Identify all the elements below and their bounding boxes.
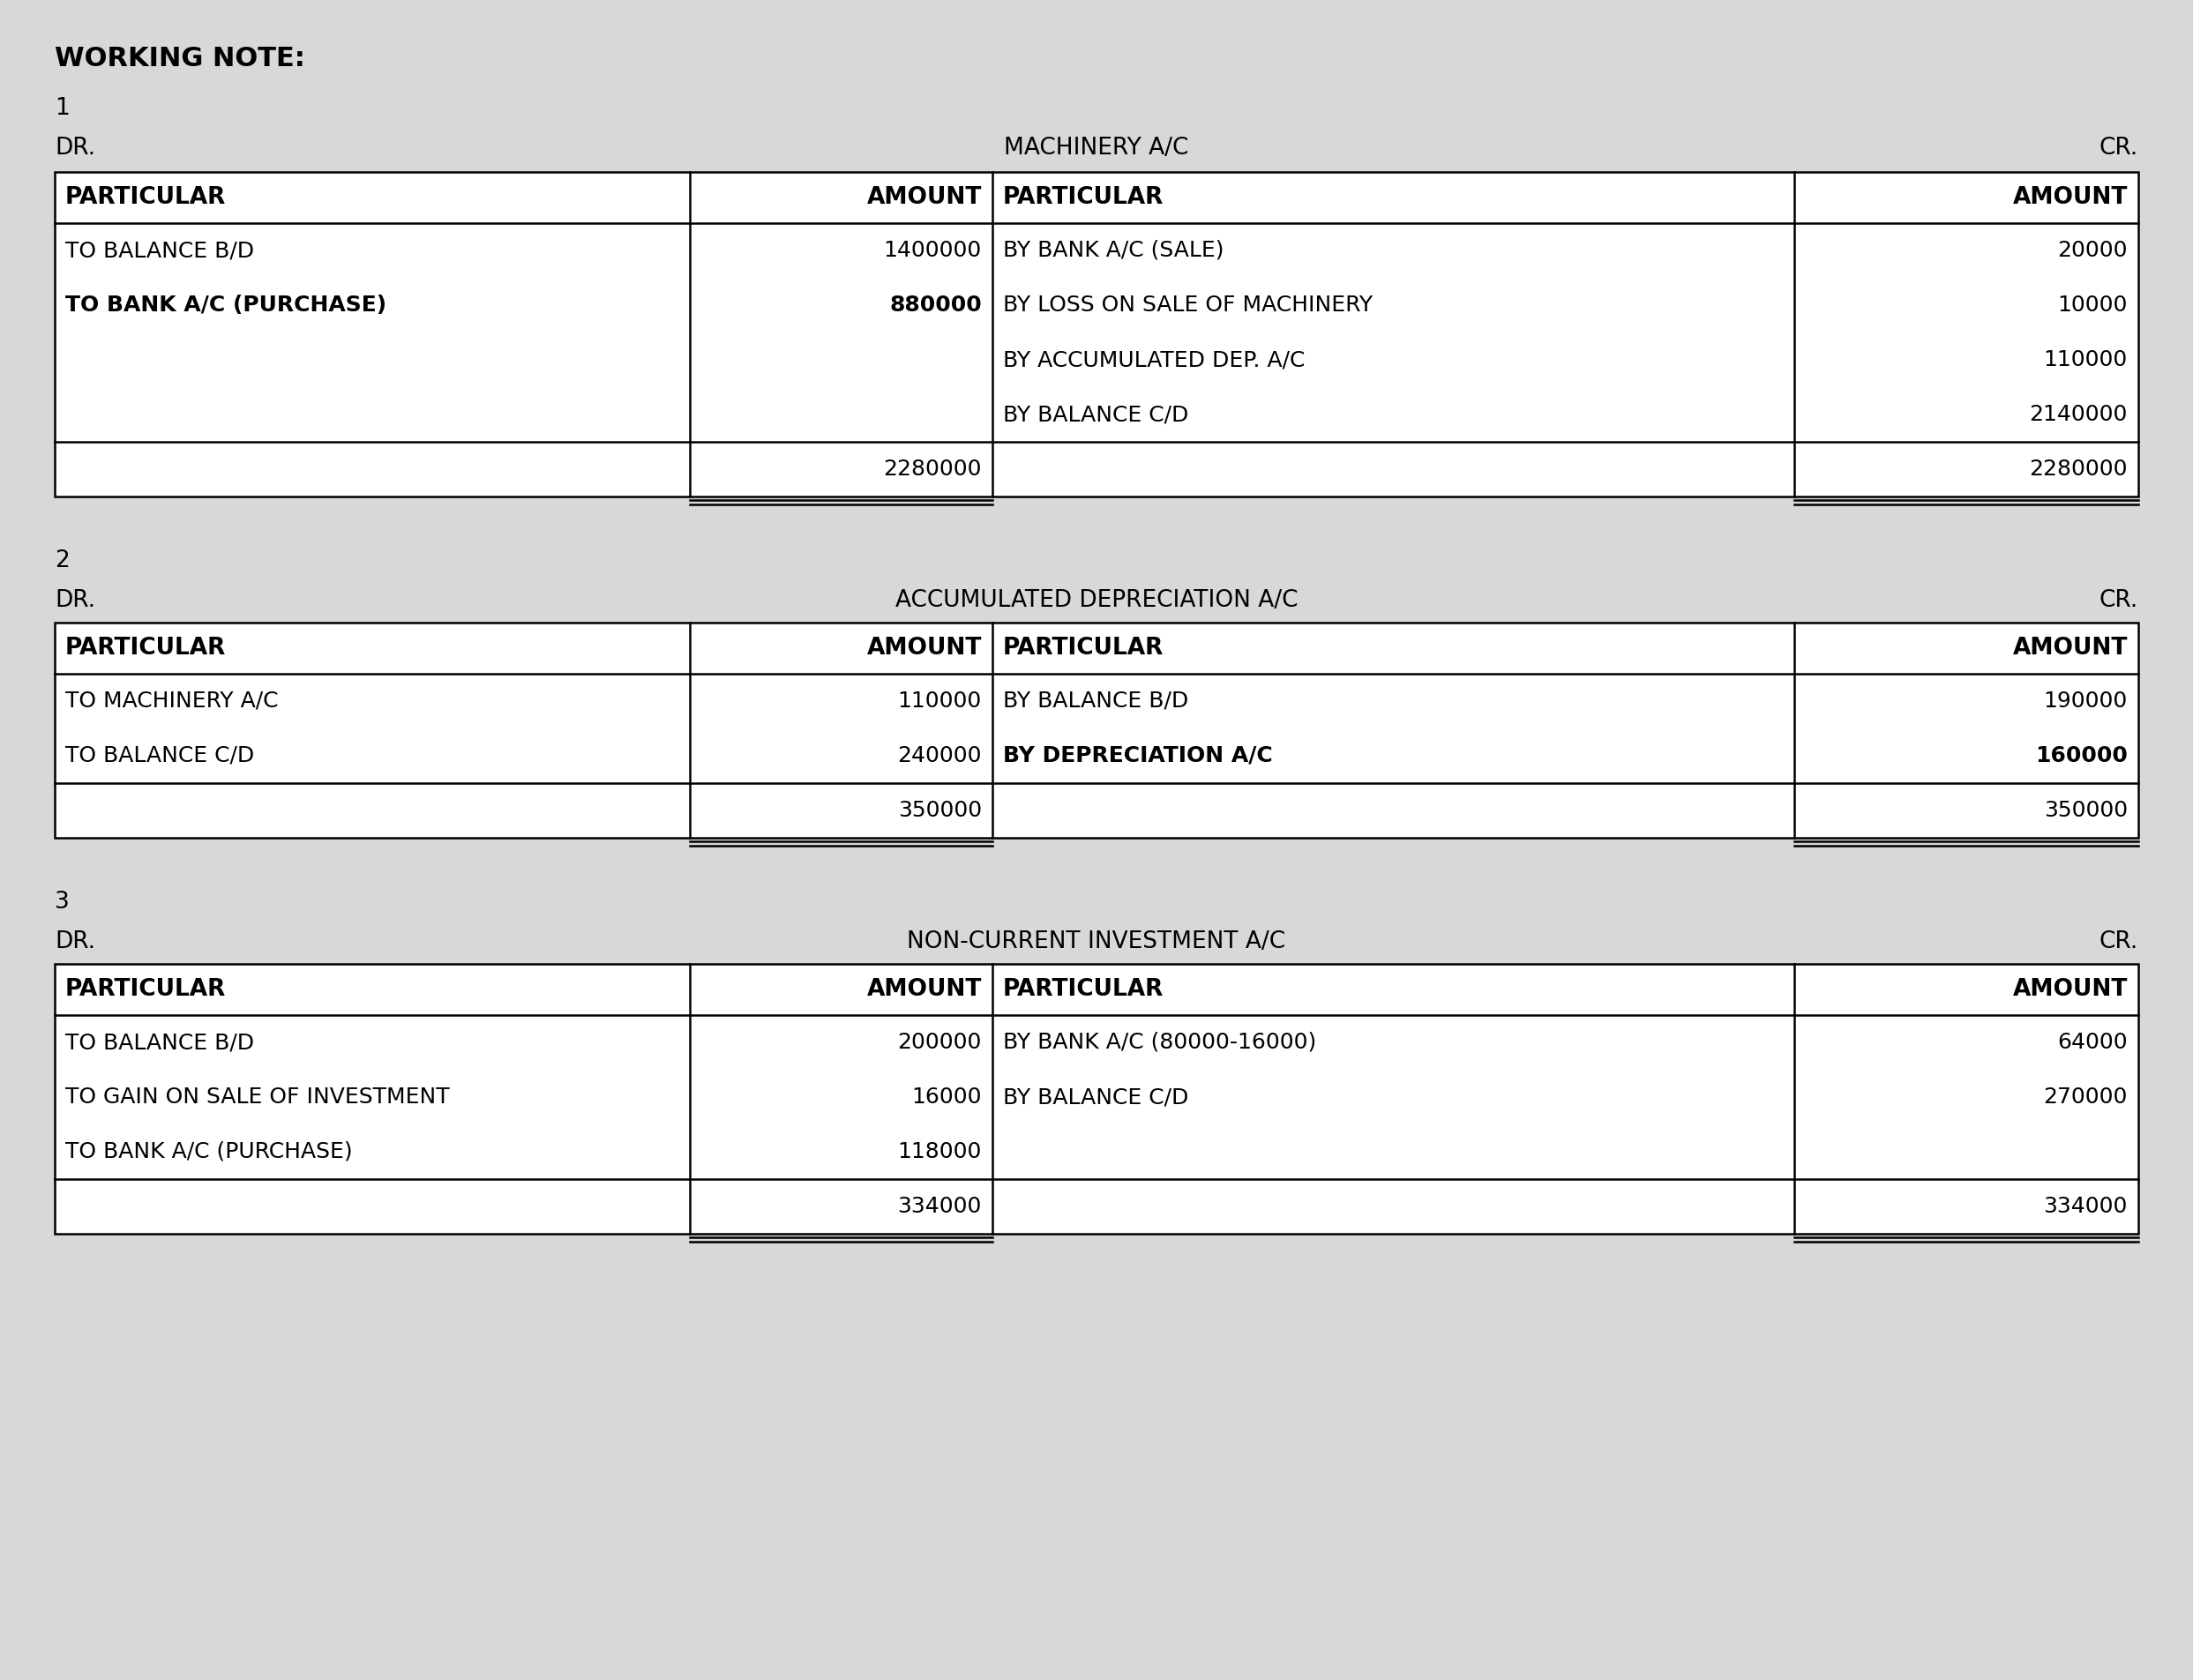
Text: PARTICULAR: PARTICULAR <box>1002 186 1164 208</box>
Text: DR.: DR. <box>55 931 94 953</box>
Bar <box>55 964 2138 1233</box>
Text: TO GAIN ON SALE OF INVESTMENT: TO GAIN ON SALE OF INVESTMENT <box>66 1087 450 1107</box>
Text: TO BALANCE B/D: TO BALANCE B/D <box>66 240 254 260</box>
Bar <box>55 623 2138 838</box>
Text: 880000: 880000 <box>890 294 982 316</box>
Text: BY BANK A/C (SALE): BY BANK A/C (SALE) <box>1002 240 1224 260</box>
Text: 16000: 16000 <box>912 1087 982 1107</box>
Text: 3: 3 <box>55 890 70 914</box>
Text: NON-CURRENT INVESTMENT A/C: NON-CURRENT INVESTMENT A/C <box>908 931 1285 953</box>
Text: 118000: 118000 <box>897 1141 982 1163</box>
Text: ACCUMULATED DEPRECIATION A/C: ACCUMULATED DEPRECIATION A/C <box>895 590 1298 612</box>
Text: PARTICULAR: PARTICULAR <box>1002 637 1164 660</box>
Text: AMOUNT: AMOUNT <box>866 978 982 1001</box>
Text: 160000: 160000 <box>2035 746 2127 766</box>
Text: 110000: 110000 <box>2044 349 2127 370</box>
Text: TO MACHINERY A/C: TO MACHINERY A/C <box>66 690 279 712</box>
Text: MACHINERY A/C: MACHINERY A/C <box>1004 136 1189 160</box>
Text: TO BANK A/C (PURCHASE): TO BANK A/C (PURCHASE) <box>66 1141 353 1163</box>
Bar <box>55 623 2138 838</box>
Text: BY BALANCE C/D: BY BALANCE C/D <box>1002 403 1189 425</box>
Text: BY BALANCE B/D: BY BALANCE B/D <box>1002 690 1189 712</box>
Text: TO BALANCE B/D: TO BALANCE B/D <box>66 1032 254 1053</box>
Text: 334000: 334000 <box>897 1196 982 1216</box>
Text: PARTICULAR: PARTICULAR <box>66 978 226 1001</box>
Text: CR.: CR. <box>2099 136 2138 160</box>
Text: 200000: 200000 <box>897 1032 982 1053</box>
Text: TO BANK A/C (PURCHASE): TO BANK A/C (PURCHASE) <box>66 294 386 316</box>
Text: BY ACCUMULATED DEP. A/C: BY ACCUMULATED DEP. A/C <box>1002 349 1305 370</box>
Text: 270000: 270000 <box>2044 1087 2127 1107</box>
Text: CR.: CR. <box>2099 590 2138 612</box>
Text: 350000: 350000 <box>897 800 982 822</box>
Bar <box>55 171 2138 497</box>
Text: DR.: DR. <box>55 590 94 612</box>
Text: CR.: CR. <box>2099 931 2138 953</box>
Text: 240000: 240000 <box>897 746 982 766</box>
Text: BY BALANCE C/D: BY BALANCE C/D <box>1002 1087 1189 1107</box>
Text: 20000: 20000 <box>2057 240 2127 260</box>
Text: BY DEPRECIATION A/C: BY DEPRECIATION A/C <box>1002 746 1272 766</box>
Text: 2: 2 <box>55 549 70 573</box>
Text: WORKING NOTE:: WORKING NOTE: <box>55 45 305 72</box>
Bar <box>55 171 2138 497</box>
Text: 190000: 190000 <box>2044 690 2127 712</box>
Text: 2140000: 2140000 <box>2029 403 2127 425</box>
Text: 2280000: 2280000 <box>2029 459 2127 480</box>
Text: 1400000: 1400000 <box>884 240 982 260</box>
Text: 2280000: 2280000 <box>884 459 982 480</box>
Text: BY BANK A/C (80000-16000): BY BANK A/C (80000-16000) <box>1002 1032 1316 1053</box>
Text: DR.: DR. <box>55 136 94 160</box>
Text: 64000: 64000 <box>2057 1032 2127 1053</box>
Bar <box>55 964 2138 1233</box>
Text: 1: 1 <box>55 97 70 119</box>
Text: TO BALANCE C/D: TO BALANCE C/D <box>66 746 254 766</box>
Text: AMOUNT: AMOUNT <box>866 637 982 660</box>
Text: AMOUNT: AMOUNT <box>2013 978 2127 1001</box>
Text: AMOUNT: AMOUNT <box>866 186 982 208</box>
Text: PARTICULAR: PARTICULAR <box>1002 978 1164 1001</box>
Text: 350000: 350000 <box>2044 800 2127 822</box>
Text: AMOUNT: AMOUNT <box>2013 637 2127 660</box>
Text: BY LOSS ON SALE OF MACHINERY: BY LOSS ON SALE OF MACHINERY <box>1002 294 1373 316</box>
Text: 334000: 334000 <box>2044 1196 2127 1216</box>
Text: PARTICULAR: PARTICULAR <box>66 637 226 660</box>
Text: PARTICULAR: PARTICULAR <box>66 186 226 208</box>
Text: 10000: 10000 <box>2057 294 2127 316</box>
Text: 110000: 110000 <box>897 690 982 712</box>
Text: AMOUNT: AMOUNT <box>2013 186 2127 208</box>
